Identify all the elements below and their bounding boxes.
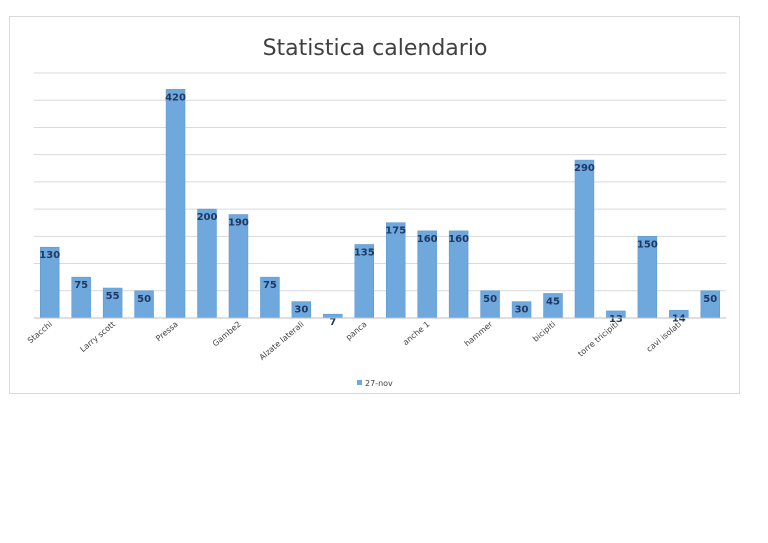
x-tick-label: Larry scott (78, 320, 117, 354)
data-label: 420 (165, 92, 186, 103)
data-label: 75 (263, 280, 277, 291)
bar (228, 214, 249, 319)
x-tick-labels: Stacchi Larry scott Pressa Gambe2 Alzate lat… (26, 319, 683, 362)
x-tick-label: anche 1 (401, 320, 431, 347)
data-labels: 130 75 55 50 420 200 190 75 30 7 135 175 160 160 50 30 4… (39, 92, 717, 328)
x-tick-label: cavi isolati (645, 320, 683, 354)
data-label: 13 (609, 314, 623, 325)
x-tick-label: Pressa (154, 320, 180, 344)
data-label: 50 (137, 294, 151, 305)
data-label: 190 (228, 218, 249, 229)
data-label: 290 (574, 163, 595, 174)
data-label: 30 (515, 305, 529, 316)
x-tick-label: hammer (463, 319, 495, 348)
bar (197, 208, 217, 319)
data-label: 75 (74, 280, 88, 291)
chart-frame (9, 16, 740, 394)
x-tick-label: Stacchi (26, 320, 54, 346)
legend-label: 27-nov (365, 379, 393, 388)
x-tick-label: panca (344, 320, 369, 343)
gridlines (34, 72, 726, 292)
legend-swatch (357, 380, 362, 385)
data-label: 160 (417, 234, 438, 245)
bar (385, 222, 406, 319)
data-label: 14 (672, 313, 686, 324)
data-label: 130 (39, 250, 60, 261)
x-tick-label: bicipiti (531, 320, 557, 344)
data-label: 50 (703, 294, 717, 305)
data-label: 160 (448, 234, 469, 245)
data-label: 175 (385, 226, 406, 237)
data-label: 50 (483, 294, 497, 305)
data-label: 45 (546, 297, 560, 308)
chart-title: Statistica calendario (263, 36, 488, 61)
data-label: 30 (294, 305, 308, 316)
x-tick-label: Gambe2 (211, 320, 243, 349)
x-tick-label: Alzate laterali (258, 320, 306, 362)
bars (39, 89, 721, 319)
bar (574, 159, 595, 319)
data-label: 200 (197, 212, 218, 223)
x-tick-label: torre tricipiti (576, 320, 620, 359)
data-label: 7 (329, 317, 336, 328)
data-label: 150 (637, 239, 658, 250)
data-label: 135 (354, 248, 375, 259)
legend: 27-nov (357, 379, 393, 388)
bar (165, 89, 186, 319)
data-label: 55 (106, 291, 120, 302)
